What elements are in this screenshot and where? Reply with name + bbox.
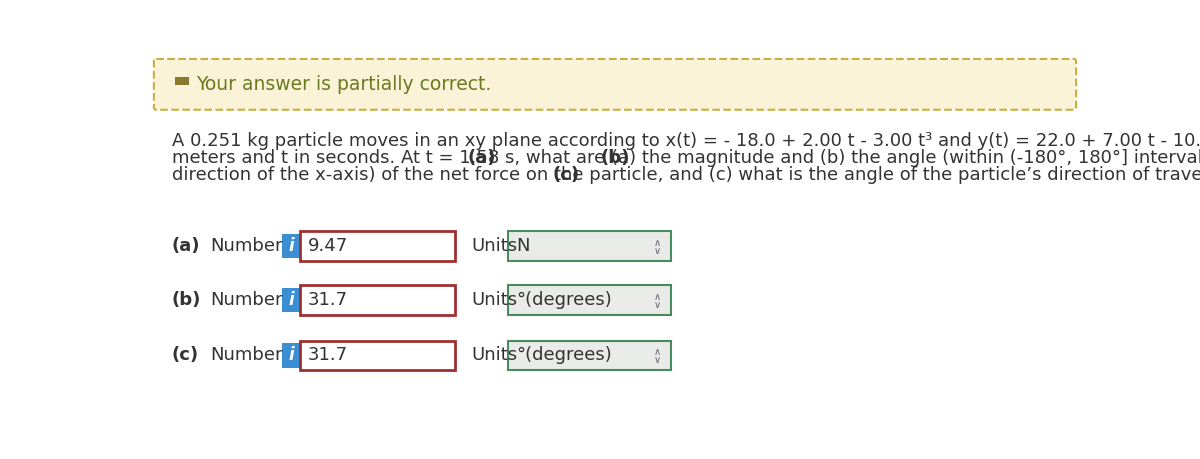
Text: ∨: ∨	[653, 246, 660, 256]
Text: Units: Units	[472, 291, 517, 309]
Text: meters and t in seconds. At t = 1.58 s, what are (a) the magnitude and (b) the a: meters and t in seconds. At t = 1.58 s, …	[172, 149, 1200, 167]
Text: (a): (a)	[172, 237, 200, 255]
Text: i: i	[288, 291, 294, 309]
Text: °(degrees): °(degrees)	[516, 347, 612, 364]
Text: 31.7: 31.7	[308, 291, 348, 309]
FancyBboxPatch shape	[154, 59, 1076, 110]
Text: ∧: ∧	[653, 238, 660, 248]
Text: i: i	[288, 347, 294, 364]
Text: (a): (a)	[468, 149, 497, 167]
Text: (c): (c)	[552, 166, 580, 184]
Text: (b): (b)	[172, 291, 202, 309]
Text: (c): (c)	[172, 347, 199, 364]
Text: Number: Number	[210, 347, 283, 364]
Text: °(degrees): °(degrees)	[516, 291, 612, 309]
Bar	[300, 341, 455, 370]
Text: ∨: ∨	[653, 300, 660, 309]
Text: A 0.251 kg particle moves in an xy plane according to x(t) = - 18.0 + 2.00 t - 3: A 0.251 kg particle moves in an xy plane…	[172, 132, 1200, 150]
Bar	[508, 231, 671, 261]
Bar	[300, 231, 455, 261]
Text: Number: Number	[210, 291, 283, 309]
Bar	[282, 343, 300, 368]
Text: N: N	[516, 237, 529, 255]
Text: ∧: ∧	[653, 347, 660, 357]
Text: Units: Units	[472, 237, 517, 255]
Bar	[508, 341, 671, 370]
Text: Units: Units	[472, 347, 517, 364]
Bar	[175, 78, 188, 85]
Text: 31.7: 31.7	[308, 347, 348, 364]
Text: direction of the x-axis) of the net force on the particle, and (c) what is the a: direction of the x-axis) of the net forc…	[172, 166, 1200, 184]
Text: ∧: ∧	[653, 292, 660, 302]
Bar	[300, 285, 455, 314]
Text: Number: Number	[210, 237, 283, 255]
Text: i: i	[288, 237, 294, 255]
Bar	[508, 285, 671, 314]
Text: 9.47: 9.47	[308, 237, 348, 255]
Text: ∨: ∨	[653, 355, 660, 365]
Text: (b): (b)	[601, 149, 630, 167]
Text: Your answer is partially correct.: Your answer is partially correct.	[197, 75, 492, 94]
Bar	[282, 234, 300, 258]
Bar	[282, 288, 300, 312]
